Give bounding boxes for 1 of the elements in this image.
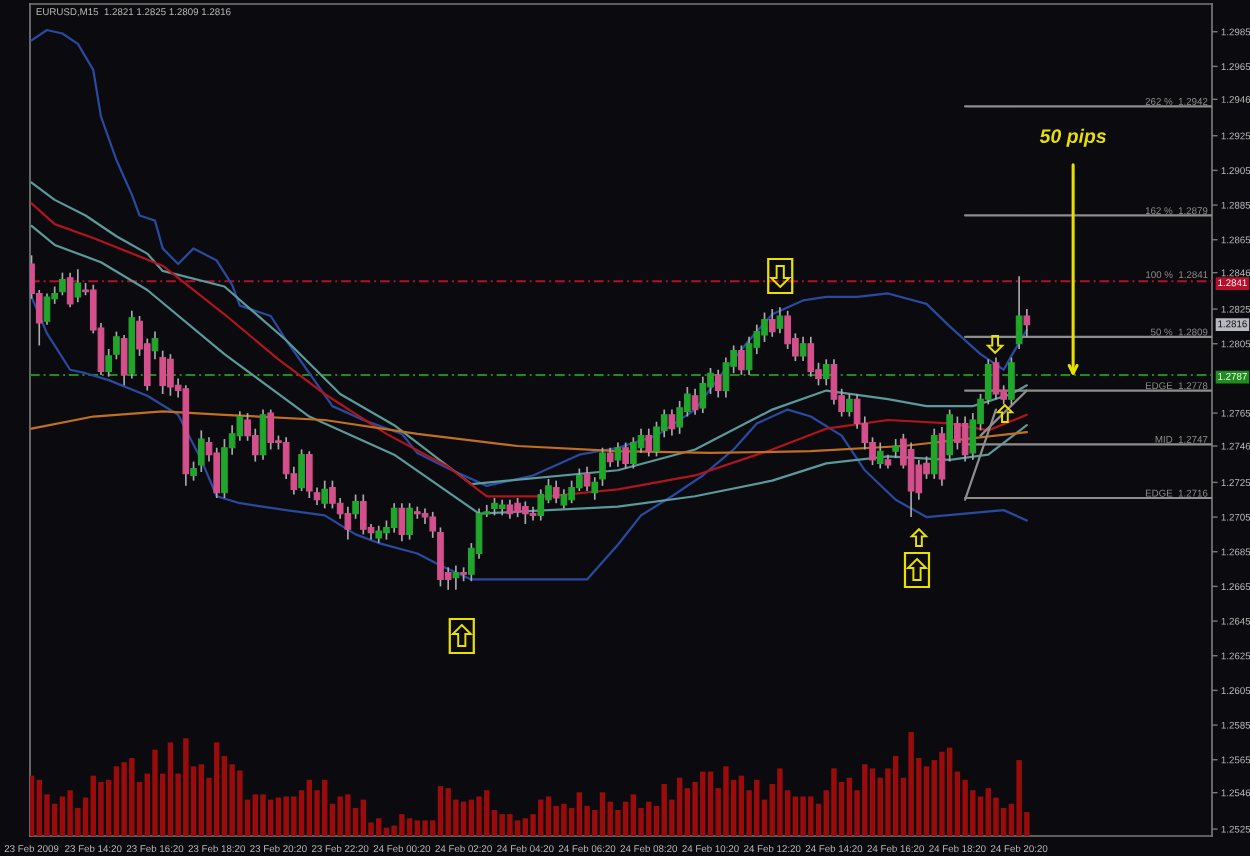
- annotation: 50 pips: [1039, 128, 1106, 147]
